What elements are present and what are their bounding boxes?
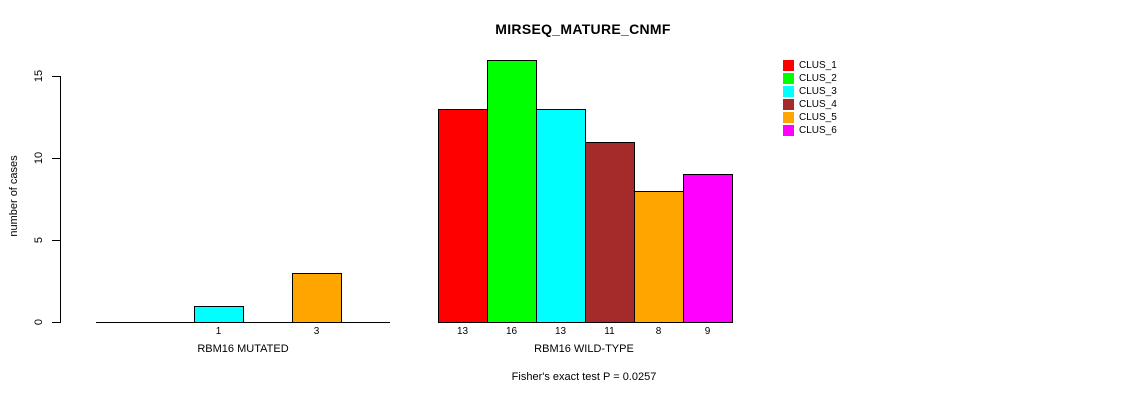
y-tick bbox=[52, 322, 60, 323]
legend-swatch-clus_4 bbox=[783, 99, 794, 110]
legend: CLUS_1 CLUS_2 CLUS_3 CLUS_4 CLUS_5 CLUS_6 bbox=[783, 59, 837, 137]
annotation-fisher-test: Fisher's exact test P = 0.0257 bbox=[511, 371, 657, 383]
y-axis-line bbox=[60, 76, 61, 323]
bar-count-label: 13 bbox=[456, 326, 469, 337]
bar-count-label: 9 bbox=[704, 326, 711, 337]
legend-swatch-clus_5 bbox=[783, 112, 794, 123]
legend-label: CLUS_2 bbox=[799, 73, 837, 84]
bar-clus_6 bbox=[683, 174, 733, 323]
legend-swatch-clus_1 bbox=[783, 60, 794, 71]
legend-row: CLUS_5 bbox=[783, 111, 837, 124]
bar-clus_4 bbox=[585, 142, 635, 323]
bar-count-label: 11 bbox=[604, 326, 615, 337]
legend-label: CLUS_5 bbox=[799, 112, 837, 123]
y-tick-label: 5 bbox=[33, 236, 45, 244]
legend-swatch-clus_3 bbox=[783, 86, 794, 97]
legend-row: CLUS_6 bbox=[783, 124, 837, 137]
group-label-wildtype: RBM16 WILD-TYPE bbox=[534, 343, 634, 355]
bar-count-label: 1 bbox=[215, 326, 222, 337]
legend-label: CLUS_3 bbox=[799, 86, 837, 97]
bar-count-label: 3 bbox=[313, 326, 320, 337]
y-tick-label: 0 bbox=[33, 318, 45, 326]
bar-clus_3 bbox=[194, 306, 244, 323]
y-tick-label: 10 bbox=[33, 151, 45, 165]
legend-row: CLUS_1 bbox=[783, 59, 837, 72]
bar-clus_2 bbox=[487, 60, 537, 323]
bar-count-label: 8 bbox=[655, 326, 662, 337]
y-axis-label: number of cases bbox=[8, 155, 20, 237]
legend-swatch-clus_2 bbox=[783, 73, 794, 84]
y-tick bbox=[52, 76, 60, 77]
bar-clus_3 bbox=[536, 109, 586, 323]
bar-clus_5 bbox=[634, 191, 684, 323]
bar-clus_5 bbox=[292, 273, 342, 323]
legend-label: CLUS_1 bbox=[799, 60, 837, 71]
legend-row: CLUS_2 bbox=[783, 72, 837, 85]
legend-row: CLUS_3 bbox=[783, 85, 837, 98]
bar-count-label: 16 bbox=[505, 326, 518, 337]
legend-label: CLUS_6 bbox=[799, 125, 837, 136]
legend-label: CLUS_4 bbox=[799, 99, 837, 110]
legend-swatch-clus_6 bbox=[783, 125, 794, 136]
chart-title: MIRSEQ_MATURE_CNMF bbox=[495, 21, 671, 37]
y-tick-label: 15 bbox=[33, 69, 45, 83]
y-tick bbox=[52, 240, 60, 241]
group-label-mutated: RBM16 MUTATED bbox=[197, 343, 289, 355]
bar-count-label: 13 bbox=[554, 326, 567, 337]
legend-row: CLUS_4 bbox=[783, 98, 837, 111]
y-tick bbox=[52, 158, 60, 159]
bar-clus_1 bbox=[438, 109, 488, 323]
